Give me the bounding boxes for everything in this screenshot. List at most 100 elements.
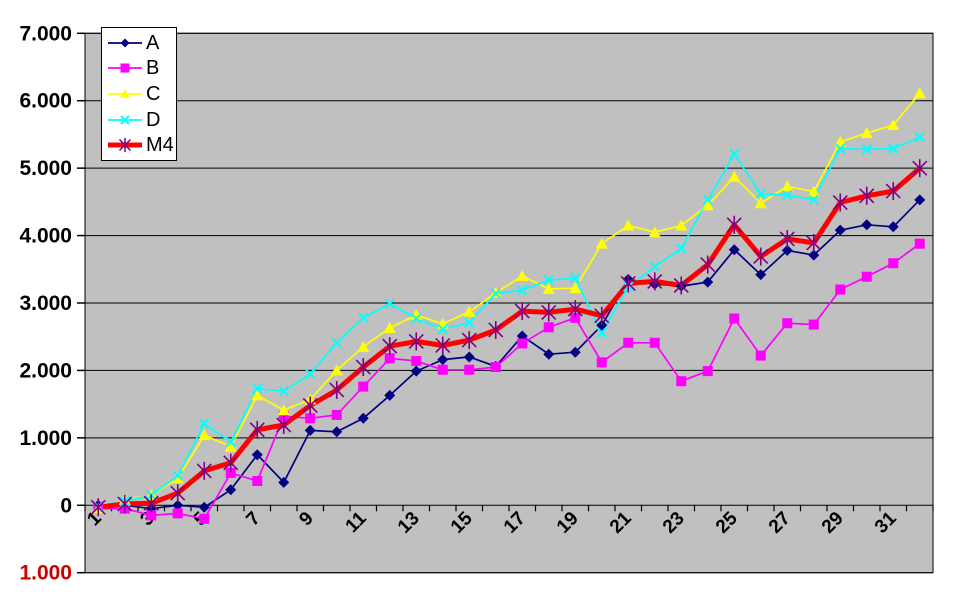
series-D-marker (331, 337, 342, 348)
y-axis-label: 4.000 (19, 225, 72, 248)
series-D-marker (782, 189, 793, 201)
series-B-marker (914, 238, 925, 249)
series-C-marker (860, 127, 873, 139)
series-D-marker (729, 148, 740, 160)
legend-marker-B (120, 63, 130, 73)
series-B-marker (729, 313, 740, 324)
series-M4-marker (143, 494, 159, 513)
series-A-marker (596, 319, 608, 331)
y-axis-label: 0 (60, 494, 72, 517)
series-C-marker (781, 180, 794, 192)
series-D-marker (490, 288, 501, 299)
legend-item-a[interactable]: A (107, 30, 176, 55)
series-A-marker (808, 249, 820, 261)
legend-marker-D (120, 114, 130, 125)
series-A-marker (304, 424, 316, 436)
series-M4-marker (461, 331, 477, 350)
series-M4-marker (90, 498, 106, 517)
series-C-marker (595, 237, 608, 249)
series-M4-marker (673, 276, 689, 295)
series-D-marker (278, 386, 289, 397)
legend-item-d[interactable]: D (107, 107, 176, 132)
legend-marker-M4 (118, 138, 132, 153)
y-axis-label: 5.000 (19, 157, 72, 180)
series-D-marker (808, 194, 819, 206)
series-C-marker (224, 440, 237, 452)
series-A-marker (887, 221, 899, 233)
series-D-line (98, 136, 921, 508)
series-C-marker (516, 270, 529, 282)
series-M4-marker (753, 247, 769, 266)
series-A-marker (755, 269, 767, 281)
series-C-marker (171, 472, 184, 484)
legend-label-a: A (146, 31, 160, 54)
series-B-marker (543, 322, 554, 333)
series-C-marker (463, 305, 476, 317)
series-D-marker (755, 188, 766, 199)
legend-item-m4[interactable]: M4 (107, 133, 176, 158)
legend-label-d: D (146, 108, 161, 131)
series-B-marker (252, 476, 263, 487)
series-A-marker (251, 449, 263, 461)
legend-swatch-d (107, 112, 143, 128)
series-B-marker (199, 513, 210, 524)
series-D-marker (225, 436, 236, 448)
series-C-marker (383, 321, 396, 333)
series-D-marker (172, 470, 183, 481)
legend-marker-C (120, 88, 130, 98)
series-B-marker (888, 258, 899, 269)
legend: A B C D M4 (101, 27, 177, 161)
series-M4-marker (832, 193, 848, 212)
series-M4-marker (806, 233, 822, 252)
legend-sample-C (108, 88, 142, 98)
series-C-marker (728, 170, 741, 182)
y-axis-label: 3.000 (19, 292, 72, 315)
series-M4-marker (117, 494, 133, 513)
series-D-marker (888, 143, 899, 154)
series-A-line (98, 199, 921, 510)
series-M4-marker (885, 182, 901, 201)
series-A-marker (331, 426, 343, 438)
series-B-marker (384, 353, 395, 364)
series-B-marker (411, 355, 422, 366)
series-D-marker (861, 144, 872, 155)
series-A-marker (781, 244, 793, 256)
legend-sample-B (108, 63, 142, 73)
series-M4-marker (355, 358, 371, 377)
series-D-marker (649, 261, 660, 272)
series-A-marker (225, 484, 237, 496)
series-C-marker (834, 135, 847, 147)
series-D-marker (543, 274, 554, 286)
series-C-marker (807, 185, 820, 197)
legend-swatch-c (107, 86, 143, 102)
series-B-marker (490, 362, 501, 373)
series-M4-marker (647, 272, 663, 291)
series-C-marker (675, 219, 688, 231)
legend-label-m4: M4 (146, 134, 174, 157)
series-D-marker (305, 368, 316, 380)
series-M4-marker (620, 274, 636, 293)
series-C-marker (887, 118, 900, 130)
series-M4-marker (726, 215, 742, 234)
series-B-marker (808, 319, 819, 330)
series-D-marker (199, 418, 210, 429)
series-B-marker (437, 364, 448, 375)
legend-item-c[interactable]: C (107, 81, 176, 106)
series-A-marker (569, 346, 581, 358)
series-C-marker (357, 340, 370, 352)
series-B-marker (225, 467, 236, 478)
series-M4-marker (567, 300, 583, 319)
series-C-marker (251, 389, 264, 401)
series-A-marker (198, 501, 210, 513)
series-A-marker (861, 219, 873, 231)
series-A-marker (437, 354, 449, 366)
series-D-marker (835, 143, 846, 154)
legend-item-b[interactable]: B (107, 56, 176, 81)
series-M4-marker (196, 461, 212, 480)
series-C-marker (277, 404, 290, 416)
series-C-marker (648, 226, 661, 238)
legend-sample-D (108, 114, 142, 125)
series-M4-marker (514, 302, 530, 321)
